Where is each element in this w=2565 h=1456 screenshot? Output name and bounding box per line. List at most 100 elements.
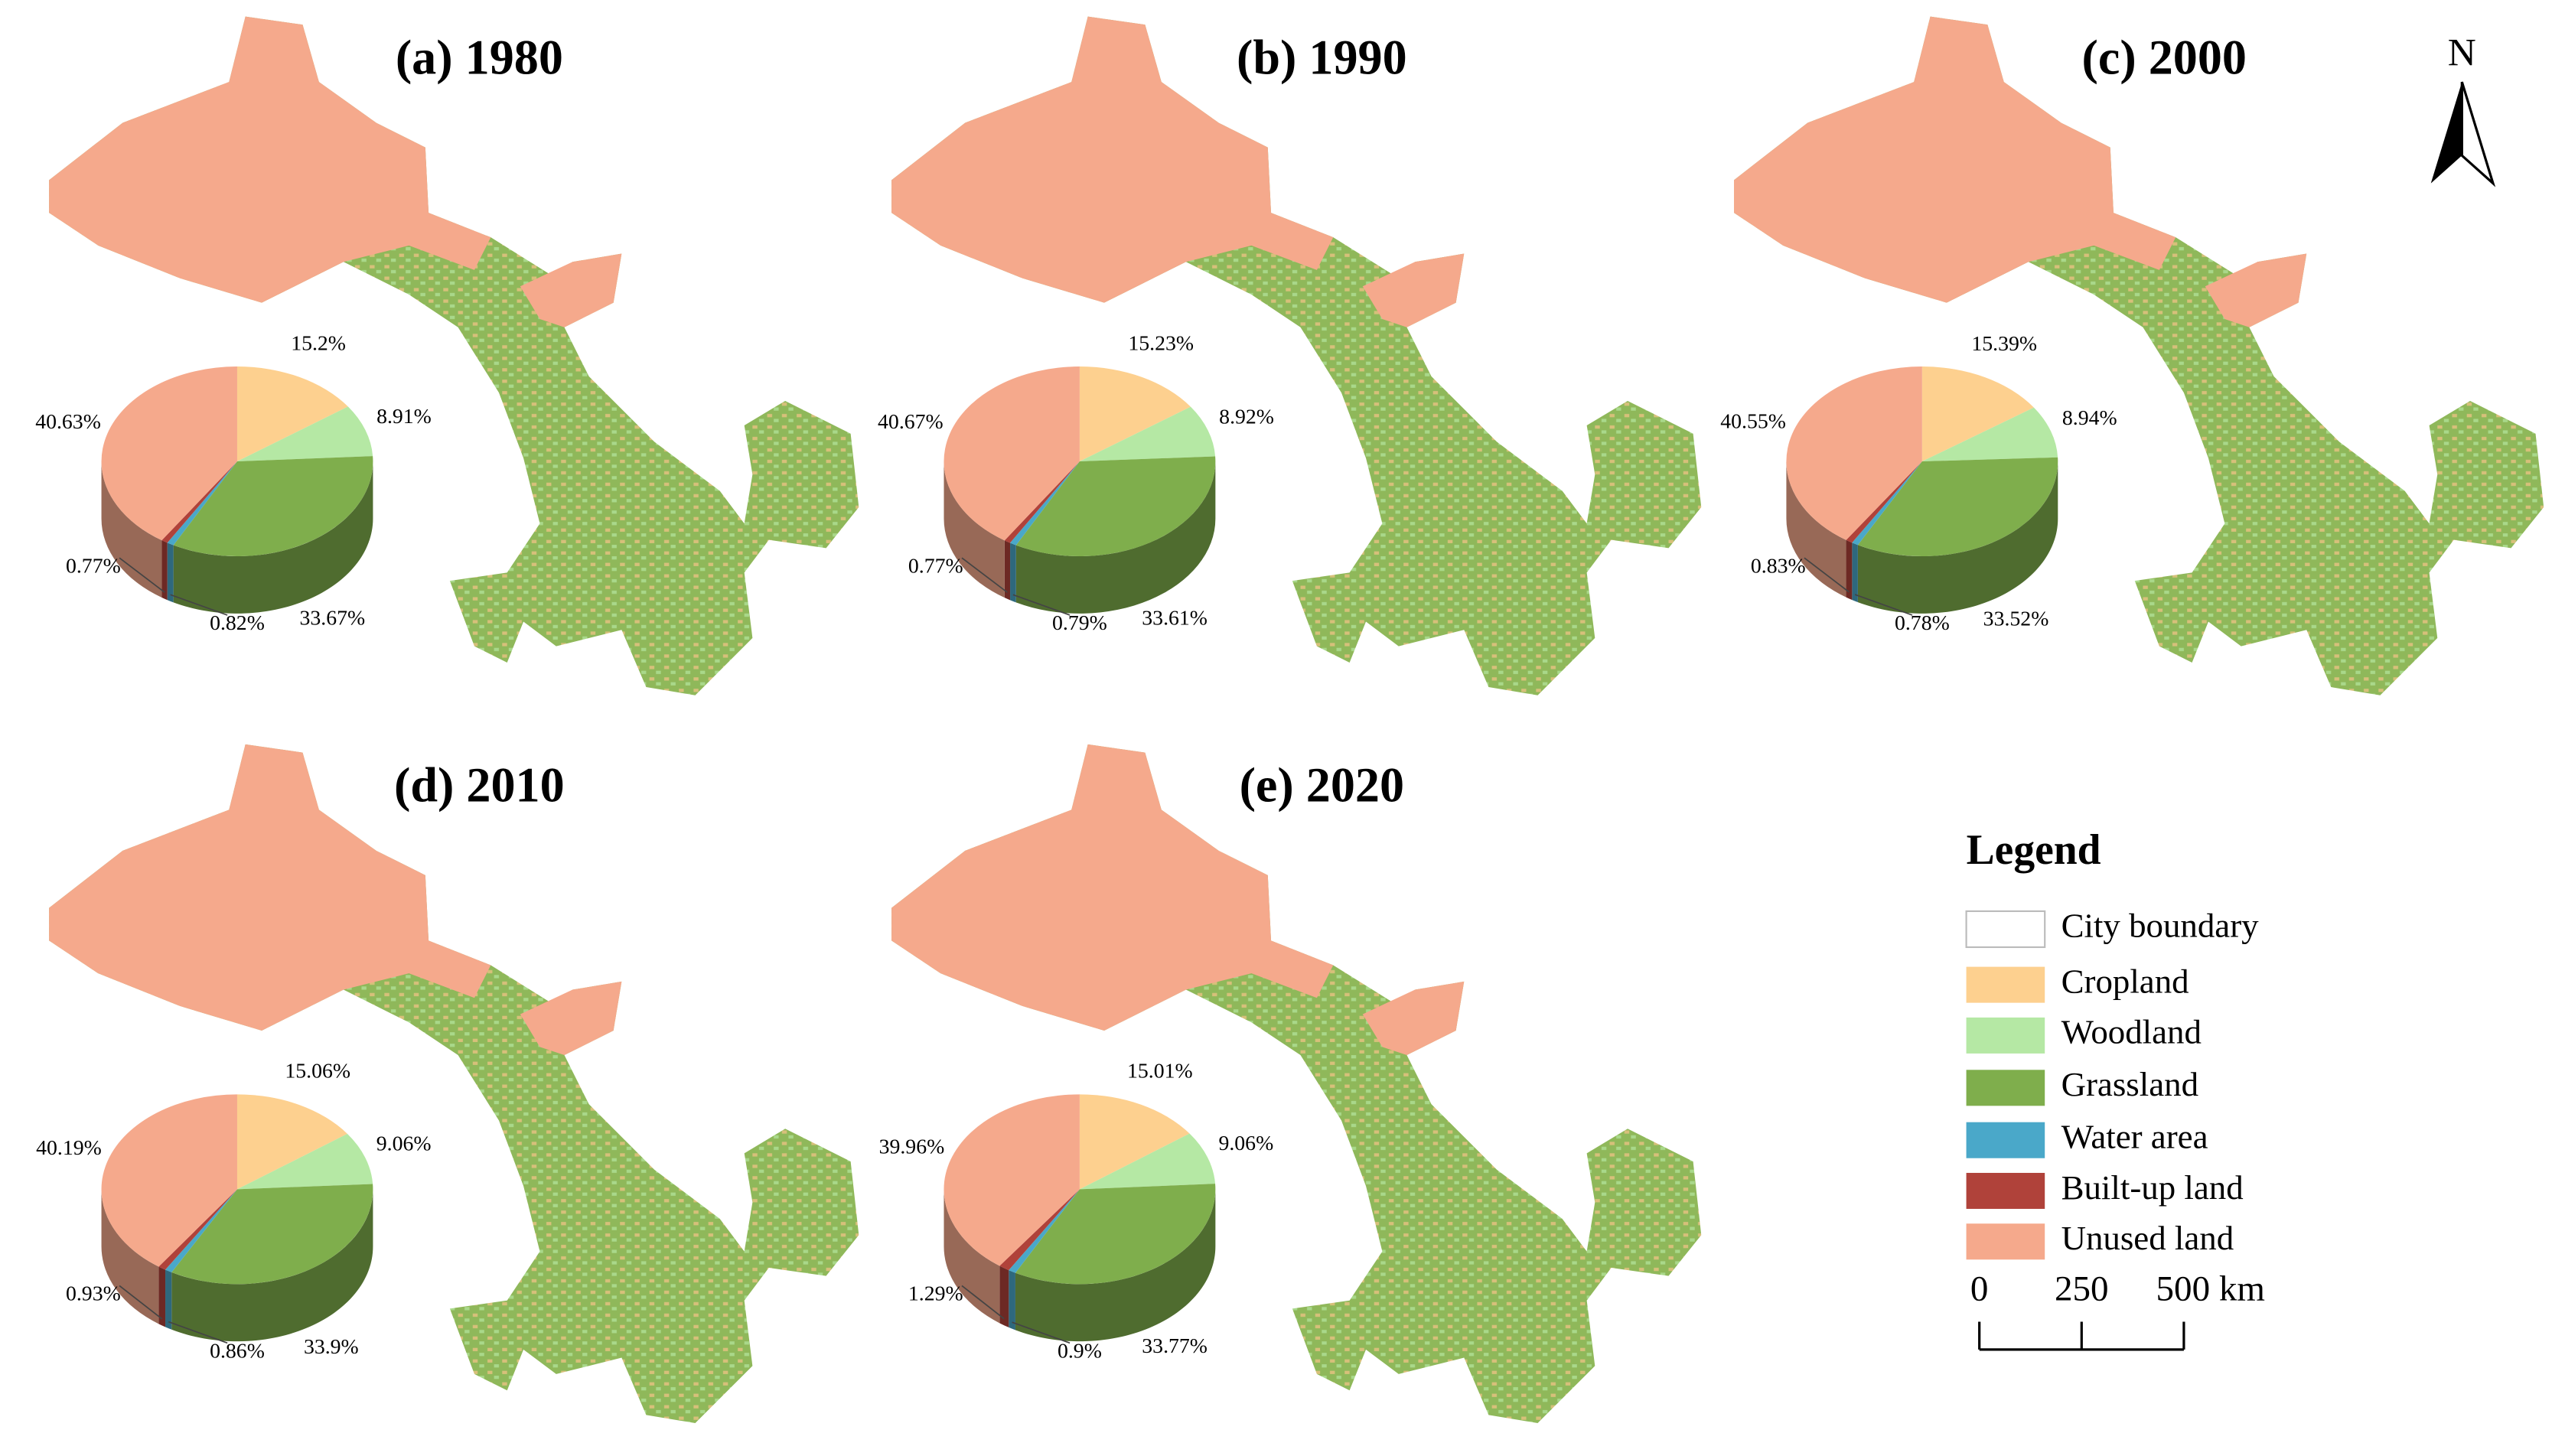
pie-side [1857, 461, 2058, 614]
panel: (c) 2000 15.39% 8.94% 33.52% 0.78% 0.83% 40.55… [1720, 16, 2544, 695]
value-label: 1.29% [908, 1282, 963, 1306]
pie-side [1010, 542, 1016, 603]
panel-title: (b) 1990 [1237, 30, 1407, 84]
value-label: 0.82% [210, 611, 265, 635]
pie-slice [1921, 366, 2034, 462]
value-label: 39.96% [879, 1135, 945, 1159]
leader-line [961, 1285, 1005, 1320]
pie-side [1004, 540, 1011, 601]
value-label: 33.61% [1142, 607, 1208, 630]
pie-slice [236, 406, 373, 462]
legend-swatch [1966, 1223, 2045, 1260]
value-label: 15.01% [1127, 1059, 1193, 1083]
value-label: 40.63% [35, 410, 101, 434]
pie-slice [1921, 407, 2058, 462]
value-label: 40.67% [878, 410, 944, 434]
scale-label: 500 km [2156, 1269, 2265, 1309]
pie-side [101, 461, 162, 598]
pie-side [944, 461, 1005, 598]
pie-side [167, 542, 174, 603]
pie-slice [1010, 461, 1080, 546]
pie-side [944, 1189, 1000, 1324]
pie-slice [1009, 1189, 1080, 1273]
value-label: 0.78% [1895, 611, 1950, 635]
pie-slice [1015, 1184, 1216, 1285]
panel-title: (e) 2020 [1240, 758, 1404, 813]
pie-slice [1786, 366, 1922, 540]
value-label: 0.79% [1052, 611, 1107, 635]
value-label: 33.77% [1142, 1334, 1208, 1358]
pie-slice [1079, 1133, 1216, 1190]
scale-label: 250 [2055, 1269, 2109, 1309]
pie-side [1846, 539, 1853, 601]
pie-slice [944, 1094, 1080, 1266]
value-label: 33.67% [300, 607, 366, 630]
value-label: 9.06% [1218, 1132, 1273, 1155]
panel-title: (d) 2010 [394, 758, 565, 813]
value-label: 0.77% [908, 554, 963, 578]
value-label: 8.91% [376, 405, 432, 428]
leader-line [961, 557, 1008, 593]
value-label: 0.86% [210, 1339, 265, 1363]
legend-label: Unused land [2061, 1219, 2234, 1257]
legend-swatch [1966, 1017, 2045, 1054]
pie-slice [1846, 461, 1922, 543]
value-label: 0.9% [1058, 1339, 1102, 1363]
pie-slice [236, 1094, 347, 1190]
pie-side [999, 1265, 1009, 1327]
legend-label: Water area [2061, 1118, 2208, 1156]
legend-swatch [1966, 1070, 2045, 1106]
leader-line [1804, 557, 1850, 593]
pie-side [173, 461, 373, 614]
pie-slice [173, 456, 373, 557]
pie-side [101, 1189, 159, 1324]
leader-line [119, 1285, 163, 1320]
value-label: 0.77% [66, 554, 121, 578]
legend-label: Woodland [2061, 1013, 2202, 1051]
legend-swatch [1966, 1122, 2045, 1158]
panel: (a) 1980 15.2% 8.91% 33.67% 0.82% 0.77% 40.63% [35, 16, 859, 695]
pie-side [1009, 1270, 1015, 1331]
pie-slice [236, 1133, 373, 1190]
value-label: 0.83% [1751, 554, 1806, 578]
pie-slice [1015, 456, 1216, 557]
value-label: 40.19% [36, 1136, 102, 1160]
legend-label: Grassland [2061, 1065, 2198, 1103]
panel: (e) 2020 15.01% 9.06% 33.77% 0.9% 1.29% 39.96% [879, 744, 1702, 1424]
value-label: 15.06% [285, 1059, 350, 1083]
value-label: 33.9% [304, 1335, 359, 1359]
pie-slice [167, 461, 237, 546]
panel-title: (a) 1980 [396, 30, 563, 84]
pie-side [1015, 461, 1216, 614]
pie-slice [1852, 461, 1922, 546]
pie-side [165, 1269, 172, 1330]
legend-label: Built-up land [2061, 1168, 2244, 1207]
pie-slice [101, 366, 237, 541]
pie-slice [165, 1189, 237, 1272]
leader-line [1854, 594, 1913, 616]
panel-title: (c) 2000 [2082, 30, 2247, 84]
pie-slice [1857, 457, 2058, 557]
value-label: 33.52% [1983, 607, 2049, 631]
legend-swatch [1966, 1172, 2045, 1209]
value-label: 40.55% [1720, 409, 1786, 433]
pie-slice [1079, 406, 1216, 462]
leader-line [168, 1321, 228, 1344]
value-label: 15.23% [1128, 332, 1194, 356]
legend-label: City boundary [2061, 907, 2260, 945]
north-arrow [2460, 81, 2496, 187]
leader-line [1012, 1321, 1071, 1344]
pie-slice [944, 366, 1080, 541]
legend-label: Cropland [2061, 962, 2189, 1000]
legend-swatch [1965, 910, 2046, 949]
pie-side [1852, 542, 1858, 603]
north-label: N [2448, 31, 2476, 75]
pie-slice [1079, 1094, 1190, 1190]
panel: (d) 2010 15.06% 9.06% 33.9% 0.86% 0.93% 40.19% [36, 744, 859, 1424]
legend-title: Legend [1967, 826, 2101, 874]
pie-slice [101, 1094, 237, 1267]
value-label: 9.06% [376, 1132, 432, 1156]
leader-line [119, 557, 165, 593]
pie-side [158, 1266, 166, 1327]
